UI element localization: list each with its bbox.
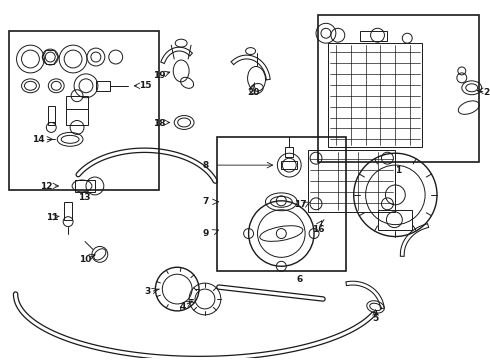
Bar (9, 31, 159, 190)
Bar (328, 43, 422, 147)
Bar (96, 81, 110, 91)
Text: 18: 18 (153, 119, 166, 128)
Bar (285, 147, 293, 157)
Text: 2: 2 (484, 88, 490, 97)
Bar (66, 96, 88, 126)
Bar (318, 15, 479, 162)
Bar (308, 150, 395, 212)
Bar (281, 161, 297, 169)
Text: 3: 3 (145, 287, 150, 296)
Bar (49, 105, 55, 126)
Text: 10: 10 (79, 255, 91, 264)
Text: 16: 16 (312, 225, 324, 234)
Text: 20: 20 (247, 88, 260, 97)
Text: 5: 5 (372, 314, 379, 323)
Bar (377, 210, 412, 230)
Text: 9: 9 (202, 229, 209, 238)
Text: 4: 4 (180, 302, 186, 311)
Text: 12: 12 (40, 183, 52, 192)
Text: 17: 17 (294, 200, 306, 209)
Text: 1: 1 (395, 166, 401, 175)
Text: 19: 19 (153, 71, 166, 80)
Text: 6: 6 (296, 275, 302, 284)
Text: 15: 15 (139, 81, 152, 90)
Text: 11: 11 (46, 213, 58, 222)
Bar (360, 31, 388, 41)
Text: 13: 13 (78, 193, 90, 202)
Bar (75, 180, 95, 192)
Text: 8: 8 (203, 161, 209, 170)
Text: 14: 14 (32, 135, 45, 144)
Text: 7: 7 (202, 197, 209, 206)
Bar (217, 138, 346, 271)
Bar (64, 202, 72, 220)
